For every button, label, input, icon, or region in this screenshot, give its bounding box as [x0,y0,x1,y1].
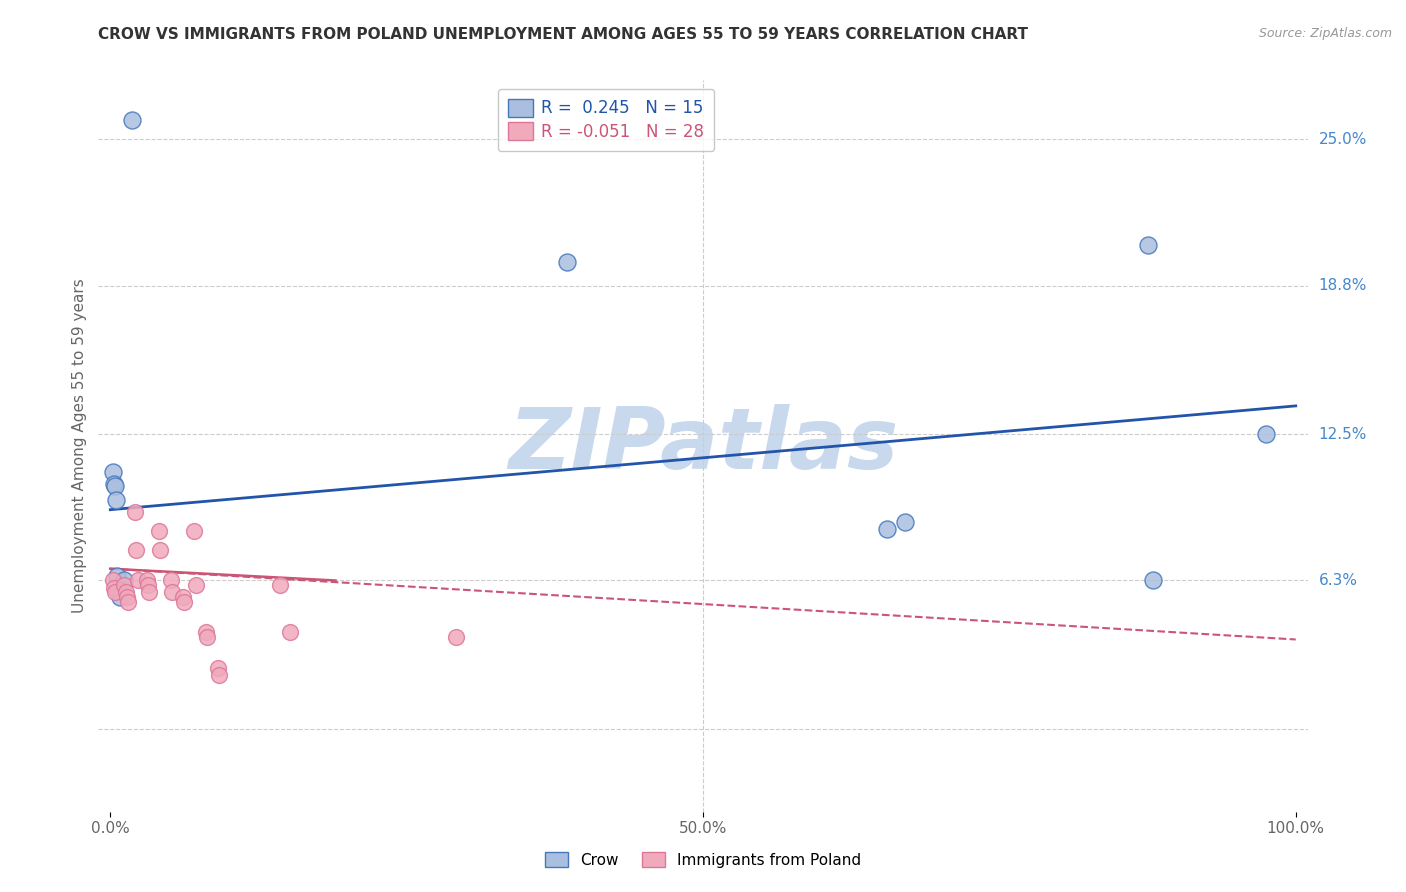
Text: 6.3%: 6.3% [1319,573,1358,588]
Point [148,524,170,538]
Point [876,522,898,536]
Point [103,476,125,491]
Point [115,590,138,604]
Point [184,578,207,592]
Point [197,630,219,644]
Point [114,578,136,592]
Point [1254,427,1277,442]
Point [269,578,291,592]
Point [125,542,148,557]
Point [160,585,183,599]
Point [555,255,578,269]
Point [104,479,127,493]
Point [138,585,160,599]
Text: 25.0%: 25.0% [1319,132,1367,147]
Point [172,590,194,604]
Point [117,595,139,609]
Y-axis label: Unemployment Among Ages 55 to 59 years: Unemployment Among Ages 55 to 59 years [72,278,87,614]
Point [207,661,229,675]
Point [104,585,127,599]
Point [446,630,468,644]
Point [159,574,181,588]
Legend: Crow, Immigrants from Poland: Crow, Immigrants from Poland [537,844,869,875]
Point [183,524,205,538]
Point [103,581,125,595]
Point [1142,574,1164,588]
Point [149,542,172,557]
Point [114,574,136,588]
Legend: R =  0.245   N = 15, R = -0.051   N = 28: R = 0.245 N = 15, R = -0.051 N = 28 [498,88,714,151]
Point [136,574,159,588]
Point [105,493,128,508]
Text: 18.8%: 18.8% [1319,278,1367,293]
Point [114,585,136,599]
Point [195,625,218,640]
Text: CROW VS IMMIGRANTS FROM POLAND UNEMPLOYMENT AMONG AGES 55 TO 59 YEARS CORRELATIO: CROW VS IMMIGRANTS FROM POLAND UNEMPLOYM… [98,27,1028,42]
Point [280,625,302,640]
Point [101,574,124,588]
Text: ZIPatlas: ZIPatlas [508,404,898,488]
Point [173,595,195,609]
Point [1136,238,1159,252]
Point [127,574,149,588]
Point [101,465,124,479]
Point [107,582,129,597]
Point [124,505,146,519]
Point [136,578,159,592]
Point [208,668,231,682]
Point [108,590,131,604]
Point [105,568,128,582]
Point [893,515,915,529]
Point [121,113,143,128]
Text: Source: ZipAtlas.com: Source: ZipAtlas.com [1258,27,1392,40]
Text: 12.5%: 12.5% [1319,426,1367,442]
